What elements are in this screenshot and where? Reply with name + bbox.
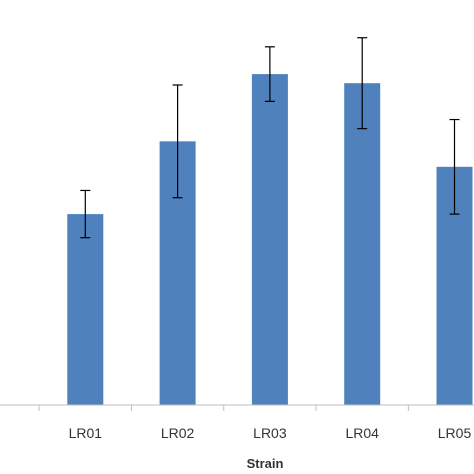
x-tick-label-lr01: LR01 [69, 425, 103, 441]
error-bar-lr01 [80, 189, 91, 239]
x-axis-title: Strain [247, 456, 284, 471]
error-bar-lr03 [264, 46, 275, 102]
x-axis-tick-labels: -1LR01LR02LR03LR04LR05 [69, 425, 472, 441]
x-tick-label-lr02: LR02 [161, 425, 195, 441]
x-tick-label-lr05: LR05 [438, 425, 472, 441]
bar-lr03 [251, 74, 288, 405]
error-bar-lr04 [357, 37, 368, 130]
x-tick-label-lr03: LR03 [253, 425, 287, 441]
error-bar-lr05 [449, 118, 460, 215]
bar-lr01 [67, 214, 104, 405]
bar-lr04 [344, 83, 381, 405]
x-tick-label-lr04: LR04 [345, 425, 379, 441]
error-bars-group [80, 37, 460, 239]
bars-group [67, 74, 473, 405]
error-bar-lr02 [172, 84, 183, 199]
x-axis-ticks [38, 405, 409, 411]
